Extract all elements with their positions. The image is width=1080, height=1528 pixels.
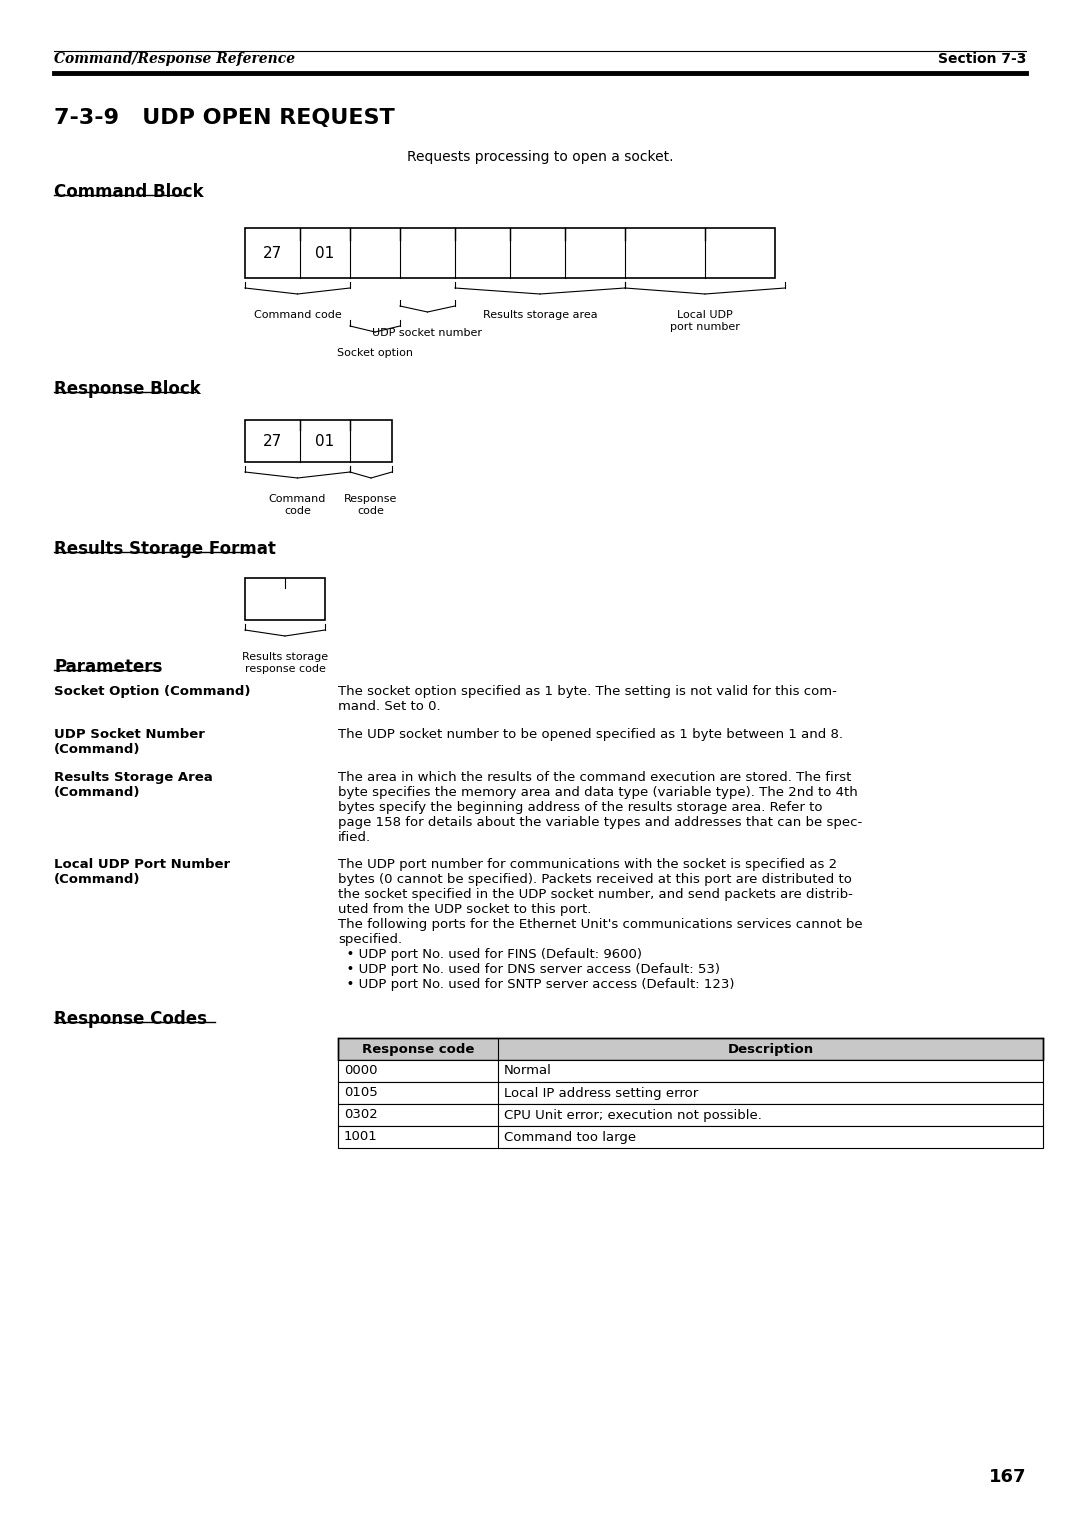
Text: UDP Socket Number
(Command): UDP Socket Number (Command) <box>54 727 205 756</box>
Text: The socket option specified as 1 byte. The setting is not valid for this com-
ma: The socket option specified as 1 byte. T… <box>338 685 837 714</box>
Text: Local IP address setting error: Local IP address setting error <box>504 1086 699 1100</box>
Text: The UDP port number for communications with the socket is specified as 2
bytes (: The UDP port number for communications w… <box>338 857 863 990</box>
Text: The UDP socket number to be opened specified as 1 byte between 1 and 8.: The UDP socket number to be opened speci… <box>338 727 843 741</box>
Text: Response code: Response code <box>362 1042 474 1056</box>
Text: The area in which the results of the command execution are stored. The first
byt: The area in which the results of the com… <box>338 772 862 843</box>
Text: Section 7-3: Section 7-3 <box>937 52 1026 66</box>
Text: 0105: 0105 <box>345 1086 378 1100</box>
Text: CPU Unit error; execution not possible.: CPU Unit error; execution not possible. <box>504 1108 761 1122</box>
Bar <box>245 228 775 278</box>
Bar <box>338 1060 1043 1082</box>
Text: Results Storage Area
(Command): Results Storage Area (Command) <box>54 772 213 799</box>
Text: 1001: 1001 <box>345 1131 378 1143</box>
Text: 7-3-9   UDP OPEN REQUEST: 7-3-9 UDP OPEN REQUEST <box>54 108 395 128</box>
Bar <box>245 420 392 461</box>
Text: 01: 01 <box>315 434 335 449</box>
Text: Results storage
response code: Results storage response code <box>242 652 328 674</box>
Text: Response Block: Response Block <box>54 380 201 397</box>
Text: Command Block: Command Block <box>54 183 204 202</box>
Text: Command
code: Command code <box>269 494 326 515</box>
Text: Socket option: Socket option <box>337 348 413 358</box>
Text: 167: 167 <box>988 1468 1026 1487</box>
Text: 0000: 0000 <box>345 1065 378 1077</box>
Text: 0302: 0302 <box>345 1108 378 1122</box>
Bar <box>338 1082 1043 1105</box>
Text: Command/Response Reference: Command/Response Reference <box>54 52 295 66</box>
Text: Response
code: Response code <box>345 494 397 515</box>
Text: Results Storage Format: Results Storage Format <box>54 539 275 558</box>
Text: Response Codes: Response Codes <box>54 1010 207 1028</box>
Text: 27: 27 <box>262 434 282 449</box>
Bar <box>338 1038 1043 1060</box>
Bar <box>338 1105 1043 1126</box>
Text: Normal: Normal <box>504 1065 552 1077</box>
Bar <box>245 578 325 620</box>
Text: UDP socket number: UDP socket number <box>373 329 483 338</box>
Text: 01: 01 <box>315 246 335 260</box>
Text: Results storage area: Results storage area <box>483 310 597 319</box>
Text: Parameters: Parameters <box>54 659 162 675</box>
Text: Local UDP Port Number
(Command): Local UDP Port Number (Command) <box>54 857 230 886</box>
Text: Description: Description <box>728 1042 813 1056</box>
Text: Command too large: Command too large <box>504 1131 636 1143</box>
Text: Requests processing to open a socket.: Requests processing to open a socket. <box>407 150 673 163</box>
Bar <box>338 1126 1043 1148</box>
Text: 27: 27 <box>262 246 282 260</box>
Text: Socket Option (Command): Socket Option (Command) <box>54 685 251 698</box>
Text: Local UDP
port number: Local UDP port number <box>670 310 740 332</box>
Text: Command code: Command code <box>254 310 341 319</box>
